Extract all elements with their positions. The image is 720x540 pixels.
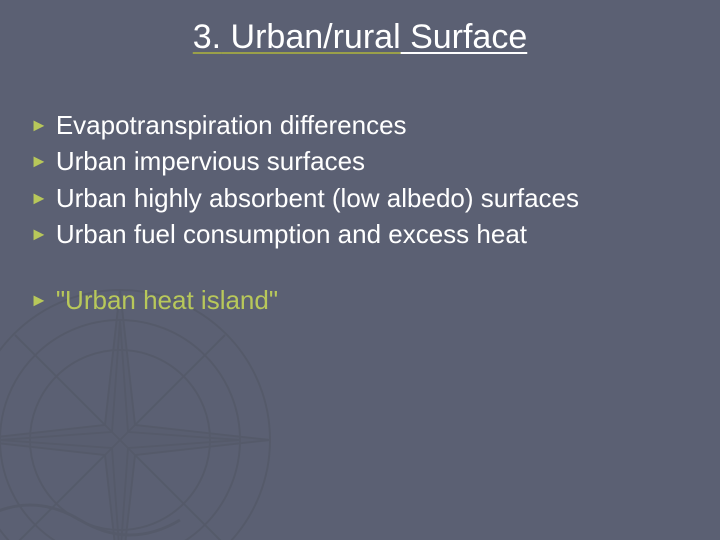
- slide: 3. Urban/rural Surface ► Evapotranspirat…: [0, 0, 720, 540]
- bullet-text: Urban impervious surfaces: [56, 144, 365, 178]
- slide-body: ► Evapotranspiration differences ► Urban…: [30, 108, 690, 320]
- bullet-item: ► Urban highly absorbent (low albedo) su…: [30, 181, 690, 215]
- title-part2: Surface: [401, 18, 528, 56]
- bullet-text: Urban highly absorbent (low albedo) surf…: [56, 181, 579, 215]
- bullet-item-accent: ► "Urban heat island": [30, 283, 690, 317]
- bullet-marker-icon: ►: [30, 223, 48, 247]
- bullet-item: ► Evapotranspiration differences: [30, 108, 690, 142]
- bullet-text: Urban fuel consumption and excess heat: [56, 217, 527, 251]
- bullet-item: ► Urban fuel consumption and excess heat: [30, 217, 690, 251]
- bullet-marker-icon: ►: [30, 114, 48, 138]
- bullet-marker-icon: ►: [30, 289, 48, 313]
- title-prefix: 3.: [193, 18, 221, 56]
- title-part1: Urban/rural: [221, 18, 401, 56]
- spacer: [30, 253, 690, 283]
- bullet-text: Evapotranspiration differences: [56, 108, 407, 142]
- slide-title: 3. Urban/rural Surface: [0, 18, 720, 57]
- bullet-item: ► Urban impervious surfaces: [30, 144, 690, 178]
- bullet-marker-icon: ►: [30, 150, 48, 174]
- bullet-marker-icon: ►: [30, 187, 48, 211]
- bullet-text: "Urban heat island": [56, 283, 278, 317]
